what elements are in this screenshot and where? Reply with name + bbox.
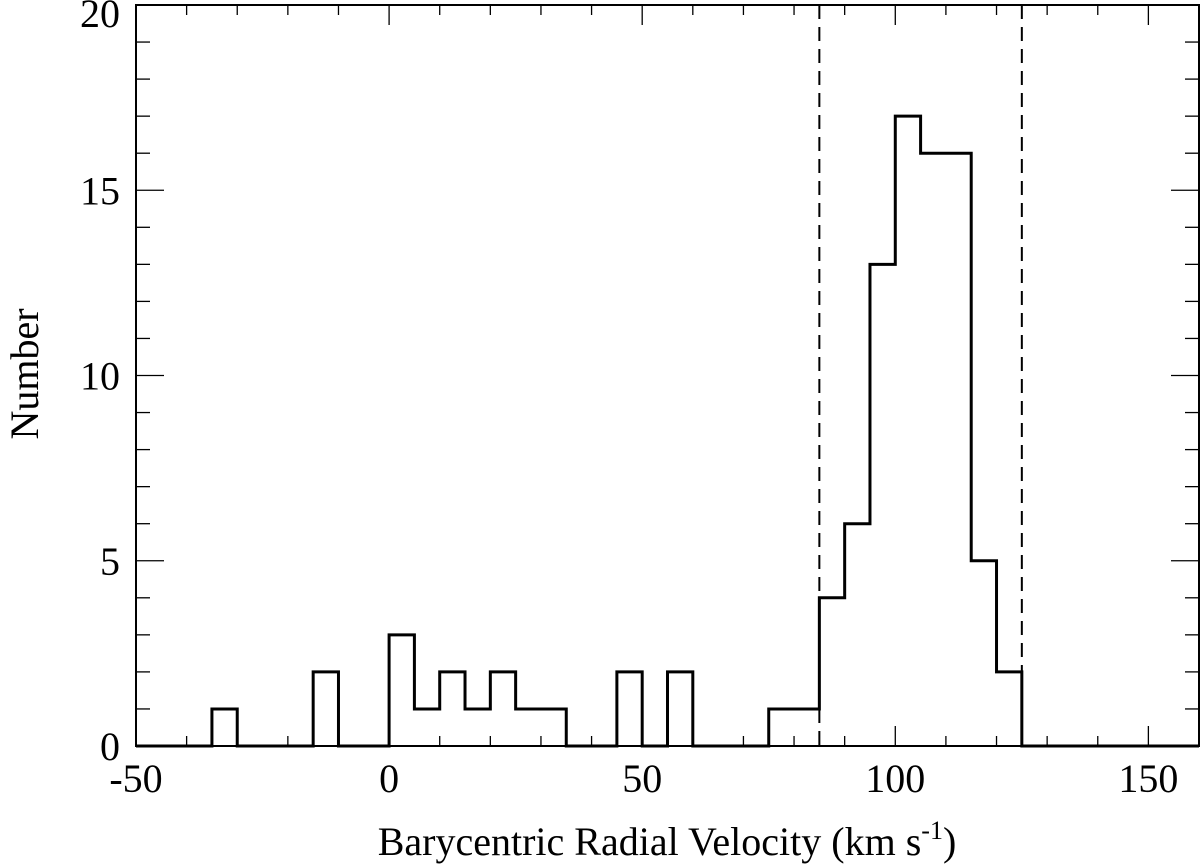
x-tick-label: 100 <box>865 756 925 801</box>
x-tick-label: -50 <box>109 756 162 801</box>
x-tick-label: 0 <box>379 756 399 801</box>
major-ticks <box>135 4 1199 747</box>
y-tick-label: 20 <box>80 0 120 36</box>
histogram-series <box>136 114 1199 748</box>
x-tick-label: 150 <box>1118 756 1178 801</box>
y-tick-labels: 0 5 10 15 20 <box>80 0 120 769</box>
y-tick-label: 15 <box>80 168 120 213</box>
x-axis-title: Barycentric Radial Velocity (km s-1) <box>378 816 957 864</box>
y-tick-label: 0 <box>100 724 120 769</box>
y-axis-title: Number <box>2 308 47 439</box>
y-tick-label: 5 <box>100 539 120 584</box>
minor-ticks <box>136 5 1200 746</box>
y-tick-label: 10 <box>80 354 120 399</box>
plot-frame <box>135 4 1200 747</box>
x-tick-label: 50 <box>622 756 662 801</box>
x-tick-labels: -50 0 50 100 150 <box>109 756 1178 801</box>
